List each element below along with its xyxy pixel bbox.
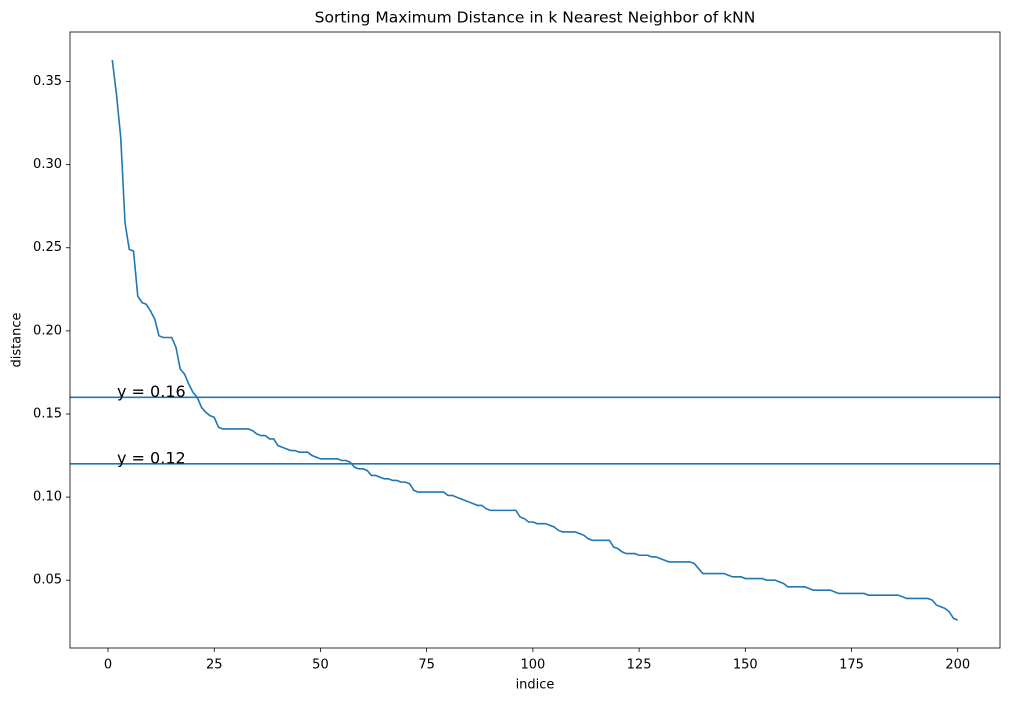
plot-frame bbox=[69, 31, 1001, 649]
reference-label: y = 0.12 bbox=[117, 448, 186, 467]
x-tick-label: 25 bbox=[206, 658, 223, 673]
data-line bbox=[111, 59, 959, 621]
x-tick-label: 50 bbox=[312, 658, 329, 673]
x-tick-label: 200 bbox=[945, 658, 970, 673]
y-tick-label: 0.20 bbox=[33, 323, 62, 338]
chart-title: Sorting Maximum Distance in k Nearest Ne… bbox=[315, 9, 756, 27]
y-tick-label: 0.35 bbox=[33, 74, 62, 89]
x-tick-label: 175 bbox=[839, 658, 864, 673]
x-tick-label: 100 bbox=[520, 658, 545, 673]
x-tick-label: 75 bbox=[418, 658, 435, 673]
x-tick-label: 150 bbox=[733, 658, 758, 673]
x-tick-label: 125 bbox=[627, 658, 652, 673]
y-tick-label: 0.15 bbox=[33, 406, 62, 421]
y-tick-label: 0.25 bbox=[33, 240, 62, 255]
y-axis-label: distance bbox=[10, 312, 25, 367]
y-tick-label: 0.05 bbox=[33, 573, 62, 588]
reference-label: y = 0.16 bbox=[117, 382, 186, 401]
y-tick-label: 0.10 bbox=[33, 490, 62, 505]
x-axis-label: indice bbox=[516, 678, 555, 693]
x-tick-label: 0 bbox=[104, 658, 112, 673]
y-tick-label: 0.30 bbox=[33, 157, 62, 172]
